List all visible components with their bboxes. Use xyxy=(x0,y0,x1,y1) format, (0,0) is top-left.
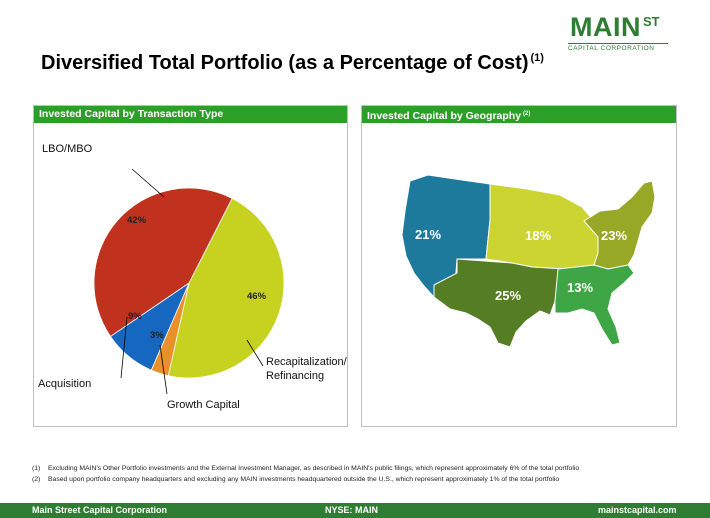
footnote-1-mark: (1) xyxy=(32,465,41,472)
map-region-midwest xyxy=(485,183,599,270)
footer-bar: Main Street Capital Corporation NYSE: MA… xyxy=(0,503,710,518)
footer-ticker: NYSE: MAIN xyxy=(325,505,379,515)
logo-divider xyxy=(568,43,668,44)
map-pct-northeast: 23% xyxy=(601,228,627,243)
map-pct-west: 21% xyxy=(415,227,441,242)
geography-panel: Invested Capital by Geography (2) 21% 18%… xyxy=(361,105,677,427)
footer-company: Main Street Capital Corporation xyxy=(32,505,168,515)
logo-superscript: ST xyxy=(643,14,660,29)
map-pct-south: 25% xyxy=(495,288,521,303)
footer-website[interactable]: mainstcapital.com xyxy=(598,505,677,515)
footnote-2-text: Based upon portfolio company headquarter… xyxy=(48,476,560,483)
footnote-2: (2) Based upon portfolio company headqua… xyxy=(32,476,672,484)
footnote-2-mark: (2) xyxy=(32,476,41,483)
leader-line-lbo xyxy=(131,168,165,198)
pie-pct-growth: 3% xyxy=(150,330,164,341)
map-pct-midwest: 18% xyxy=(525,228,551,243)
map-pct-southeast: 13% xyxy=(567,280,593,295)
pie-pct-recap: 46% xyxy=(247,291,267,302)
transaction-type-pie-chart: 42% 9% 3% 46% xyxy=(93,168,285,395)
pie-pct-acquisition: 9% xyxy=(128,311,142,322)
leader-line-growth xyxy=(159,344,168,395)
logo-wordmark: MAIN xyxy=(570,12,641,42)
geography-header: Invested Capital by Geography (2) xyxy=(362,106,676,123)
page-title-note: (1) xyxy=(530,52,544,64)
footnote-1-text: Excluding MAIN's Other Portfolio investm… xyxy=(48,465,580,472)
geography-header-note: (2) xyxy=(523,111,531,117)
leader-line-acquisition xyxy=(120,316,128,379)
geography-header-text: Invested Capital by Geography xyxy=(367,110,522,122)
company-logo: MAIN ST CAPITAL CORPORATION xyxy=(566,12,670,52)
pie-label-recap-line1: Recapitalization/ xyxy=(266,356,347,368)
page-title-text: Diversified Total Portfolio (as a Percen… xyxy=(41,52,529,74)
pie-slice-lbo xyxy=(93,187,233,337)
pie-label-recap-line2: Refinancing xyxy=(266,370,325,382)
pie-label-recap: Recapitalization/ Refinancing xyxy=(266,355,347,383)
pie-label-acquisition: Acquisition xyxy=(38,378,92,390)
us-geography-map: 21% 18% 23% 25% 13% xyxy=(401,174,656,348)
pie-slice-recap xyxy=(167,197,285,379)
footnotes: (1) Excluding MAIN's Other Portfolio inv… xyxy=(32,465,672,487)
pie-label-growth: Growth Capital xyxy=(167,399,240,411)
pie-pct-lbo: 42% xyxy=(127,215,147,226)
pie-label-lbo: LBO/MBO xyxy=(42,143,93,155)
page-title: Diversified Total Portfolio (as a Percen… xyxy=(41,52,544,75)
map-region-southeast xyxy=(554,264,635,346)
footnote-1: (1) Excluding MAIN's Other Portfolio inv… xyxy=(32,465,672,473)
logo-subtitle: CAPITAL CORPORATION xyxy=(568,45,655,52)
leader-line-recap xyxy=(246,339,264,367)
transaction-type-panel: Invested Capital by Transaction Type 42%… xyxy=(33,105,348,427)
transaction-type-header: Invested Capital by Transaction Type xyxy=(34,106,347,123)
